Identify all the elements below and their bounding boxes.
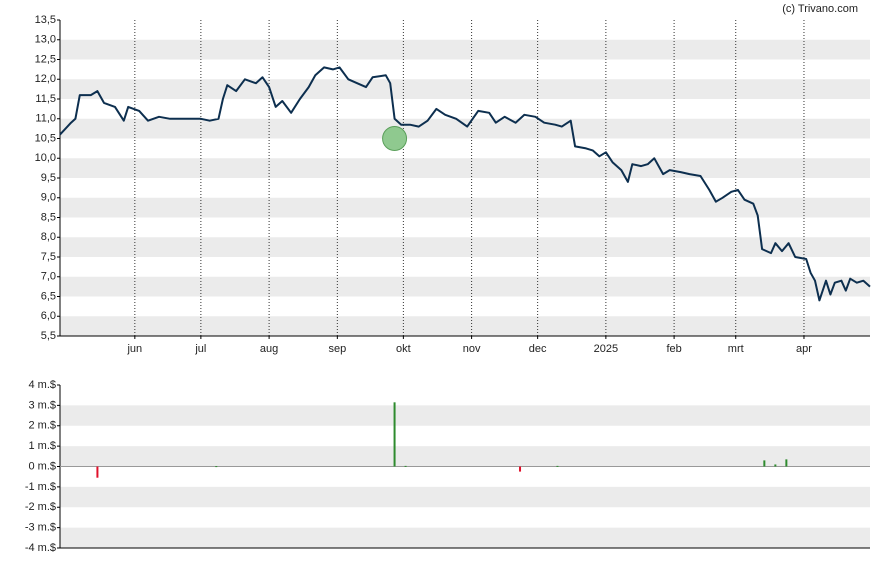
volume-bar [215,466,218,468]
grid-band [60,316,870,336]
volume-bar [393,402,396,467]
x-tick-label: dec [529,343,547,355]
y-tick-label: 8,0 [41,231,56,243]
grid-band [60,405,870,426]
grid-band [60,79,870,99]
price-line [59,66,871,302]
y-tick-label: 10,0 [35,152,56,164]
source: (c) Trivano.com [782,3,858,15]
x-tick-label: nov [463,343,481,355]
y-tick-label: 6,0 [41,310,56,322]
volume-bar [763,460,766,467]
volume-bar [519,466,522,472]
y-tick-label: 3 m.$ [28,399,56,411]
y-tick-label: 13,5 [35,14,56,26]
x-tick-label: mrt [728,343,744,355]
y-tick-label: 11,0 [35,113,56,125]
x-tick-label: aug [260,343,278,355]
y-tick-label: 7,5 [41,251,56,263]
y-tick-label: 0 m.$ [28,460,56,472]
grid-band [60,486,870,508]
y-tick-label: 12,0 [35,73,56,85]
grid-band [60,197,870,218]
grid-band [60,39,870,60]
y-tick-label: 7,0 [41,271,56,283]
y-tick-label: 5,5 [41,330,56,342]
y-tick-label: 4 m.$ [28,379,56,391]
y-tick-label: 9,0 [41,192,56,204]
grid-band [60,158,870,178]
marker [382,126,408,151]
volume-bar [404,465,407,467]
y-tick-label: 6,5 [41,290,56,302]
volume-bar [774,464,777,467]
y-tick-label: -2 m.$ [25,501,56,513]
grid-band [60,237,870,257]
volume-bar [785,459,788,467]
x-tick-label: jul [194,343,206,355]
y-tick-label: 2 m.$ [28,420,56,432]
y-tick-label: 12,5 [35,53,56,65]
grid-band [60,446,870,467]
x-tick-label: feb [666,343,681,355]
y-tick-label: 9,5 [41,172,56,184]
x-tick-label: apr [796,343,812,355]
grid-band [60,118,870,139]
y-tick-label: -1 m.$ [25,481,56,493]
x-tick-label: sep [328,343,346,355]
y-tick-label: -4 m.$ [25,542,56,554]
x-tick-label: jun [126,343,142,355]
y-tick-label: 11,5 [35,93,56,105]
grid-band [60,527,870,548]
y-tick-label: -3 m.$ [25,522,56,534]
volume-bar [556,465,559,467]
x-tick-label: 2025 [594,343,618,355]
grid-band [60,276,870,297]
y-tick-label: 10,5 [35,132,56,144]
y-tick-label: 8,5 [41,211,56,223]
x-tick-label: okt [396,343,411,355]
y-tick-label: 13,0 [35,34,56,46]
volume-bar [96,466,99,478]
y-tick-label: 1 m.$ [28,440,56,452]
